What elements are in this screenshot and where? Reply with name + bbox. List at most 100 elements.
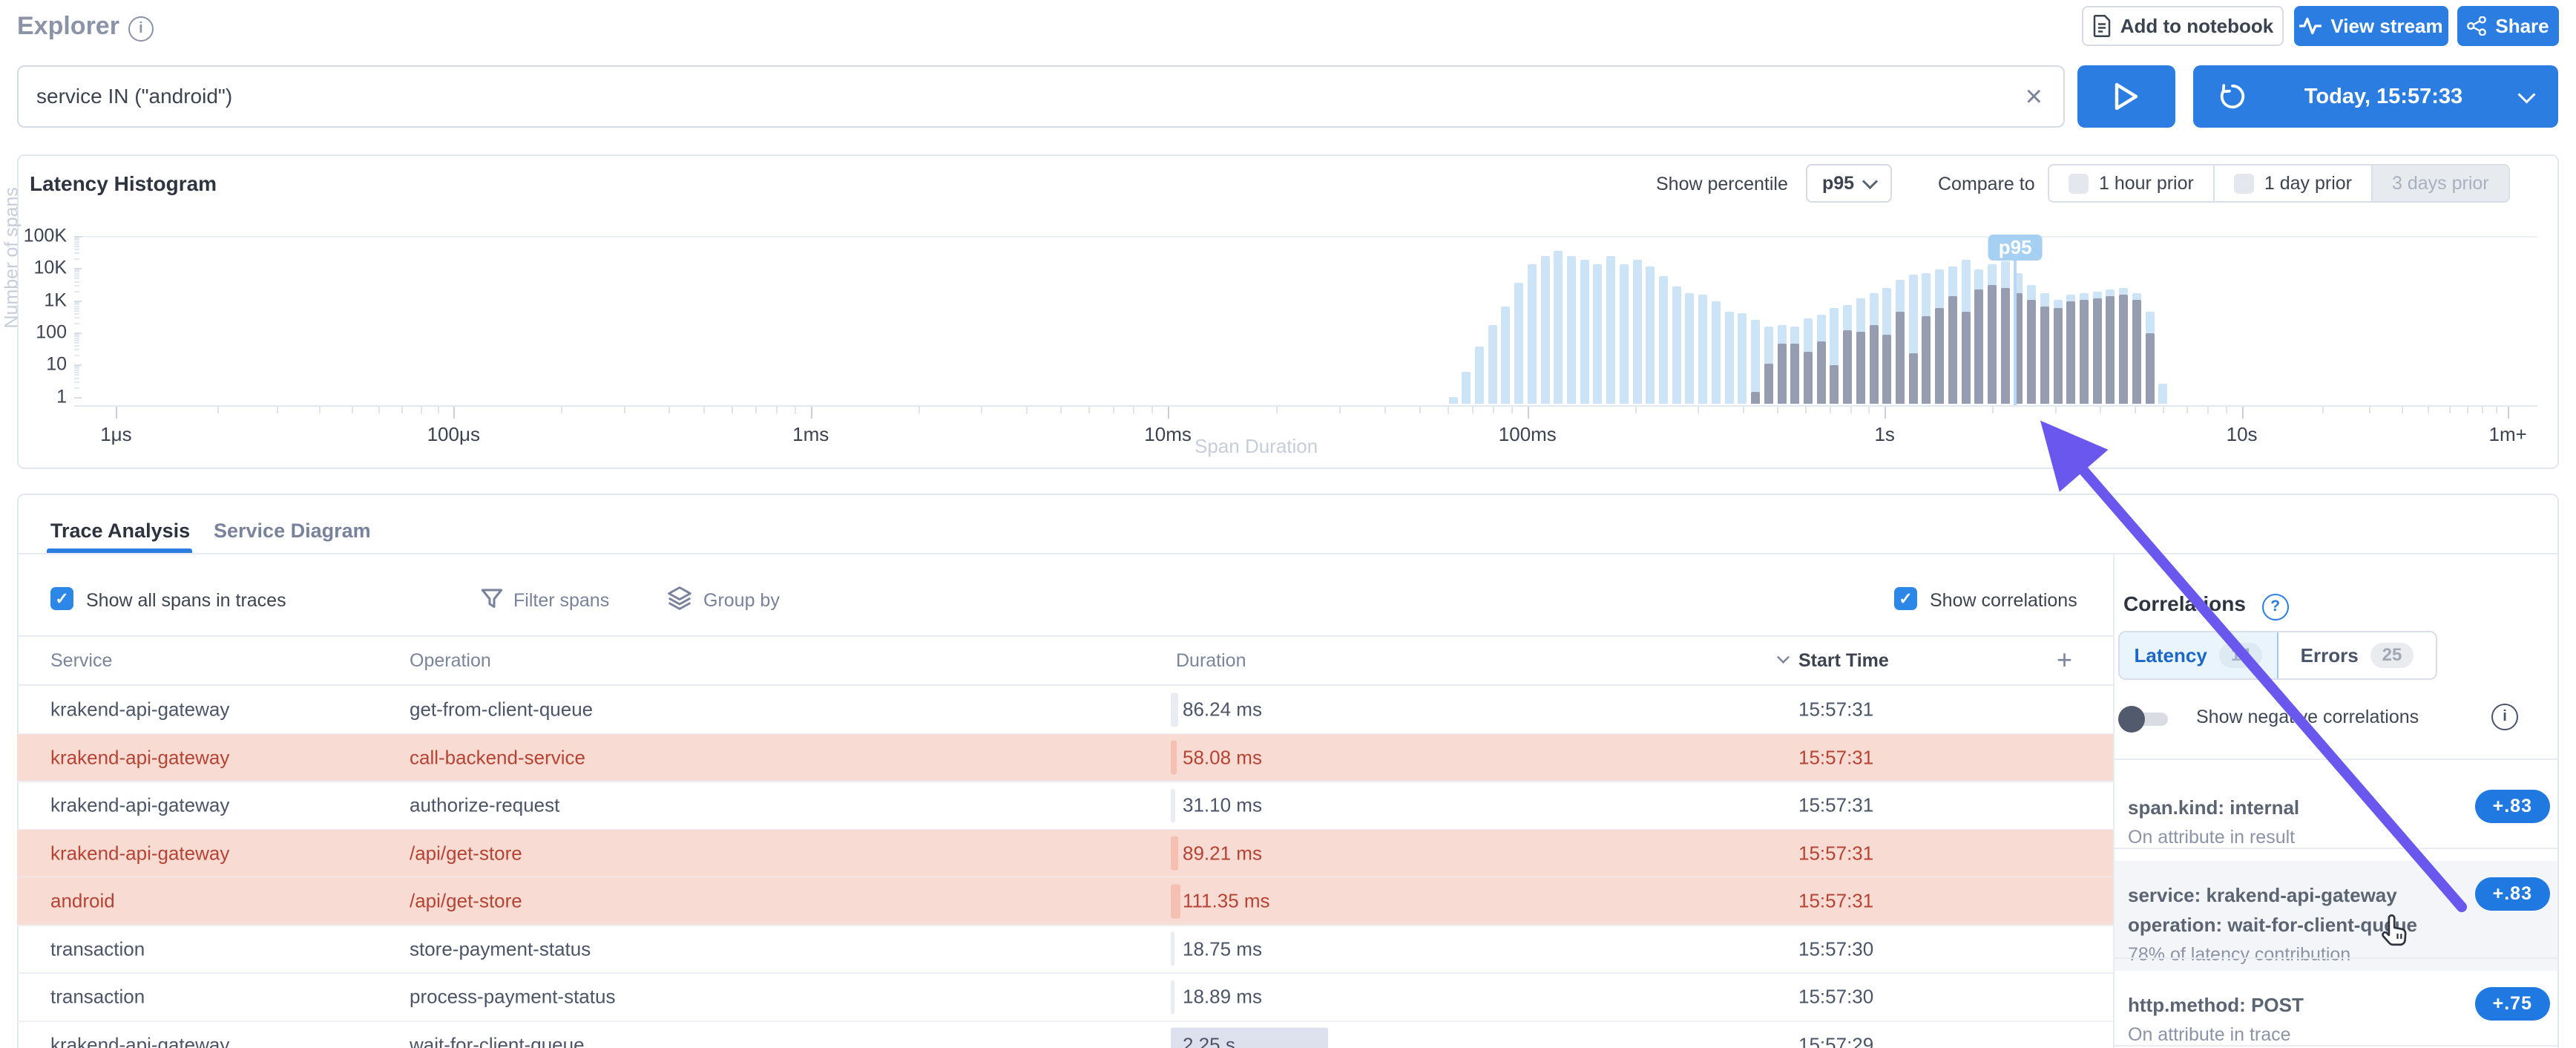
p95-marker-chip[interactable]: p95 (1988, 235, 2043, 261)
histogram-bar[interactable] (2066, 236, 2076, 404)
histogram-bar[interactable] (1935, 236, 1945, 404)
table-row[interactable]: krakend-api-gateway get-from-client-queue… (17, 686, 2113, 733)
histogram-bar[interactable] (1922, 236, 1931, 404)
query-input[interactable]: service IN ("android") × (17, 65, 2065, 128)
histogram-bar[interactable] (2080, 236, 2089, 404)
help-icon[interactable]: ? (2261, 594, 2289, 620)
histogram-bar[interactable] (1908, 236, 1918, 404)
histogram-bar[interactable] (1619, 236, 1629, 404)
compare-1-hour-prior[interactable]: 1 hour prior (2049, 166, 2215, 201)
info-icon[interactable]: i (128, 16, 154, 42)
histogram-bar[interactable] (1685, 236, 1695, 404)
histogram-bar[interactable] (2145, 236, 2155, 404)
table-row[interactable]: krakend-api-gateway call-backend-service 5… (17, 733, 2113, 782)
latency-histogram-chart[interactable]: 1μs 100μs 1ms 10ms 100ms 1s 10s 1m+ p95 (74, 235, 2537, 445)
histogram-bar[interactable] (1567, 236, 1577, 404)
histogram-bar[interactable] (1698, 236, 1708, 404)
share-button[interactable]: Share (2457, 6, 2559, 46)
histogram-bar[interactable] (1895, 236, 1905, 404)
clear-query-icon[interactable]: × (2025, 80, 2043, 113)
table-row[interactable]: krakend-api-gateway authorize-request 31.1… (17, 782, 2113, 829)
histogram-bar[interactable] (1974, 236, 1984, 404)
histogram-bar[interactable] (1948, 236, 1957, 404)
histogram-bar[interactable] (1803, 236, 1813, 404)
show-all-spans-checkbox[interactable]: ✓ (50, 587, 73, 610)
histogram-bar[interactable] (2053, 236, 2063, 404)
show-correlations-checkbox[interactable]: ✓ (1894, 587, 1917, 610)
correlation-item[interactable]: http.method: POST On attribute in trace +.… (2115, 971, 2557, 1048)
histogram-bar[interactable] (1961, 236, 1971, 404)
negative-correlations-toggle[interactable] (2118, 706, 2168, 733)
histogram-bar[interactable] (1501, 236, 1511, 404)
table-row[interactable]: transaction process-payment-status 18.89 m… (17, 973, 2113, 1021)
baseline-bar (1462, 372, 1471, 404)
histogram-bar[interactable] (1724, 236, 1734, 404)
histogram-bar[interactable] (1540, 236, 1550, 404)
column-header-service[interactable]: Service (50, 650, 113, 671)
histogram-bar[interactable] (2158, 236, 2168, 404)
histogram-bar[interactable] (1856, 236, 1865, 404)
toggle-knob[interactable] (2118, 706, 2145, 733)
histogram-bar[interactable] (1869, 236, 1879, 404)
add-to-notebook-button[interactable]: Add to notebook (2082, 6, 2284, 46)
histogram-bar[interactable] (1711, 236, 1721, 404)
table-row[interactable]: transaction store-payment-status 18.75 ms 1… (17, 926, 2113, 973)
histogram-bar[interactable] (1462, 236, 1471, 404)
histogram-bar[interactable] (1672, 236, 1681, 404)
histogram-bar[interactable] (2027, 236, 2037, 404)
percentile-dropdown[interactable]: p95 (1806, 164, 1893, 203)
histogram-bar[interactable] (1816, 236, 1826, 404)
histogram-bar[interactable] (1751, 236, 1761, 404)
column-header-operation[interactable]: Operation (410, 650, 491, 671)
histogram-bar[interactable] (1632, 236, 1642, 404)
histogram-bar[interactable] (1448, 236, 1458, 404)
histogram-bar[interactable] (1790, 236, 1800, 404)
table-row[interactable]: krakend-api-gateway/api/get-store 89.21 m… (17, 829, 2113, 877)
add-column-button[interactable]: + (2057, 644, 2073, 675)
histogram-bar[interactable] (1988, 236, 1997, 404)
histogram-bar[interactable] (1777, 236, 1787, 404)
histogram-bar[interactable] (1830, 236, 1839, 404)
correlations-tab-latency[interactable]: Latency 14 (2120, 632, 2278, 678)
correlation-item[interactable]: service: krakend-api-gateway operation: w… (2115, 861, 2557, 971)
run-query-button[interactable] (2077, 65, 2175, 128)
histogram-bar[interactable] (1764, 236, 1773, 404)
histogram-bar[interactable] (2132, 236, 2141, 404)
histogram-bar[interactable] (1474, 236, 1484, 404)
compare-1-day-prior[interactable]: 1 day prior (2214, 166, 2373, 201)
histogram-bar[interactable] (1606, 236, 1616, 404)
histogram-bar[interactable] (1646, 236, 1655, 404)
histogram-bar[interactable] (1593, 236, 1603, 404)
histogram-bar[interactable] (2092, 236, 2102, 404)
histogram-bar[interactable] (1488, 236, 1497, 404)
histogram-bar[interactable] (2119, 236, 2129, 404)
histogram-bar[interactable] (1738, 236, 1747, 404)
row-divider (17, 924, 2113, 926)
histogram-bar[interactable] (1527, 236, 1537, 404)
group-by-button[interactable]: Group by (703, 590, 780, 611)
time-range-picker[interactable]: Today, 15:57:33 (2193, 65, 2558, 128)
table-row[interactable]: android/api/get-store 111.35 ms 15:57:31 (17, 877, 2113, 925)
column-header-duration[interactable]: Duration (1176, 650, 1246, 671)
histogram-bar[interactable] (1882, 236, 1892, 404)
view-stream-button[interactable]: View stream (2294, 6, 2448, 46)
correlations-tab-errors[interactable]: Errors 25 (2278, 632, 2436, 678)
table-row[interactable]: krakend-api-gateway wait-for-client-queue… (17, 1021, 2113, 1048)
histogram-bar[interactable] (2000, 236, 2010, 404)
histogram-bar[interactable] (1843, 236, 1853, 404)
histogram-bar[interactable] (1580, 236, 1589, 404)
add-to-notebook-label: Add to notebook (2120, 14, 2274, 37)
histogram-bar[interactable] (2106, 236, 2115, 404)
filter-spans-button[interactable]: Filter spans (513, 590, 610, 611)
column-header-start-time[interactable]: Start Time (1798, 650, 1889, 671)
tab-trace-analysis[interactable]: Trace Analysis (50, 520, 191, 542)
checkbox-unchecked-icon[interactable] (2069, 173, 2089, 194)
histogram-bar[interactable] (1554, 236, 1563, 404)
histogram-bar[interactable] (1659, 236, 1669, 404)
histogram-bar[interactable] (2040, 236, 2049, 404)
y-tick-label: 100 (36, 321, 67, 343)
tab-service-diagram[interactable]: Service Diagram (214, 520, 371, 542)
checkbox-unchecked-icon[interactable] (2233, 173, 2254, 194)
histogram-bar[interactable] (1514, 236, 1524, 404)
info-icon[interactable]: i (2491, 704, 2518, 730)
